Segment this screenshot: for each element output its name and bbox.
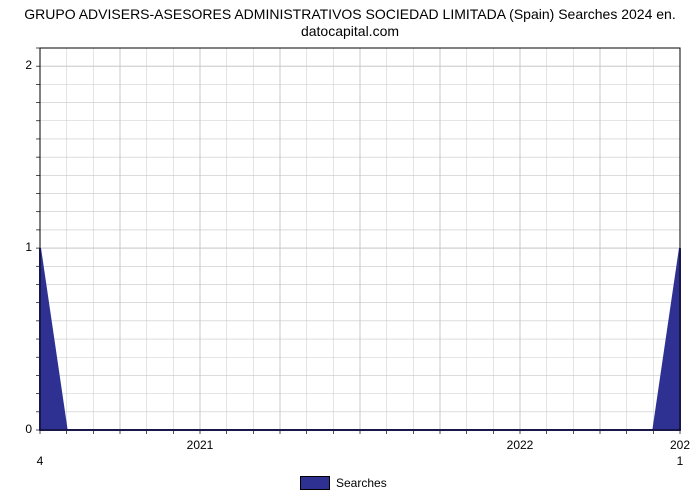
y-tick-label: 1: [12, 240, 32, 254]
y-tick-label: 0: [12, 422, 32, 436]
legend-swatch: [300, 476, 330, 490]
x-secondary-label: 1: [677, 454, 684, 468]
legend: Searches: [300, 476, 387, 490]
y-tick-label: 2: [12, 58, 32, 72]
legend-label: Searches: [336, 476, 387, 490]
chart-container: GRUPO ADVISERS-ASESORES ADMINISTRATIVOS …: [0, 0, 700, 500]
x-tick-label-end: 202: [670, 438, 690, 452]
x-tick-label: 2021: [187, 438, 214, 452]
x-tick-label: 2022: [507, 438, 534, 452]
chart-svg: [0, 0, 700, 500]
x-secondary-label: 4: [37, 454, 44, 468]
